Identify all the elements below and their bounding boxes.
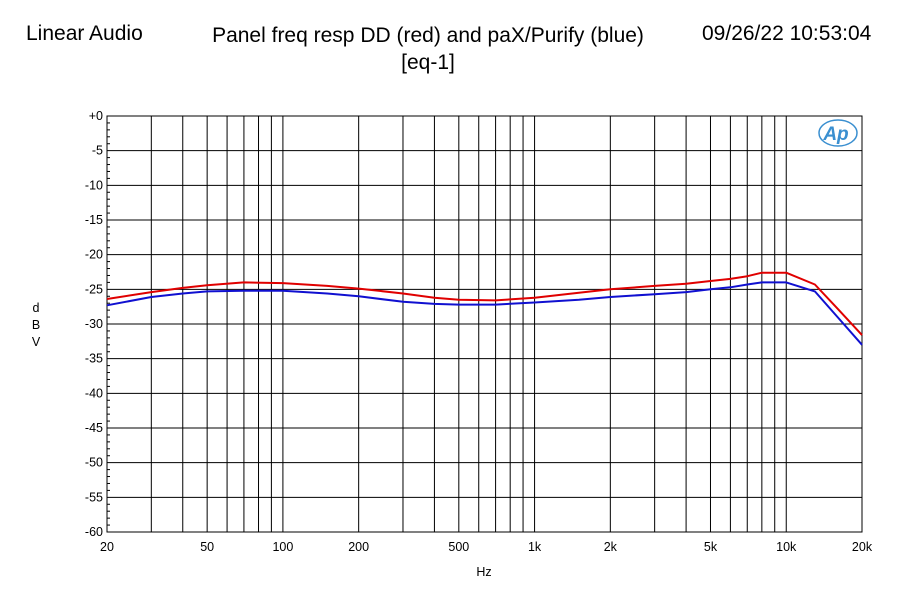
x-axis-label: Hz [476, 565, 491, 579]
x-tick-label: 5k [704, 540, 718, 554]
x-tick-label: 100 [272, 540, 293, 554]
ap-logo: Ap [818, 119, 858, 147]
y-tick-label: -20 [85, 248, 103, 262]
y-tick-label: +0 [89, 109, 103, 123]
y-axis-label: dBV [32, 301, 41, 349]
y-tick-label: -50 [85, 456, 103, 470]
ap-logo-ring [818, 119, 858, 147]
y-tick-label: -15 [85, 213, 103, 227]
y-tick-label: -25 [85, 282, 103, 296]
y-tick-label: -40 [85, 386, 103, 400]
y-axis-label-char: V [32, 335, 41, 349]
y-tick-label: -5 [92, 144, 103, 158]
y-tick-label: -35 [85, 352, 103, 366]
y-tick-label: -45 [85, 421, 103, 435]
x-tick-label: 20k [852, 540, 873, 554]
y-axis-label-char: d [33, 301, 40, 315]
y-tick-label: -30 [85, 317, 103, 331]
y-tick-label: -55 [85, 490, 103, 504]
x-tick-label: 1k [528, 540, 542, 554]
ap-logo-text: Ap [822, 124, 848, 145]
x-tick-label: 200 [348, 540, 369, 554]
x-tick-labels: 20 50 100 200 500 1k 2k 5k 10k 20k [100, 540, 873, 554]
series-line-red [106, 271, 863, 336]
series-lines [106, 271, 863, 346]
chart-title-line1: Panel freq resp DD (red) and paX/Purify … [212, 24, 644, 47]
series-line-blue [106, 281, 863, 346]
timestamp: 09/26/22 10:53:04 [702, 22, 872, 45]
chart-title: Panel freq resp DD (red) and paX/Purify … [196, 22, 660, 76]
y-tick-label: -60 [85, 525, 103, 539]
y-axis-label-char: B [32, 318, 40, 332]
y-tick-label: -10 [85, 178, 103, 192]
x-tick-label: 2k [604, 540, 618, 554]
brand-label: Linear Audio [26, 22, 143, 45]
y-tick-labels: +0 -5 -10 -15 -20 -25 -30 -35 -40 -45 -50 -55 -60 [85, 109, 103, 539]
x-tick-label: 500 [448, 540, 469, 554]
x-tick-label: 20 [100, 540, 114, 554]
x-tick-label: 10k [776, 540, 797, 554]
x-tick-label: 50 [200, 540, 214, 554]
grid [106, 115, 863, 533]
chart-title-line2: [eq-1] [401, 51, 455, 74]
